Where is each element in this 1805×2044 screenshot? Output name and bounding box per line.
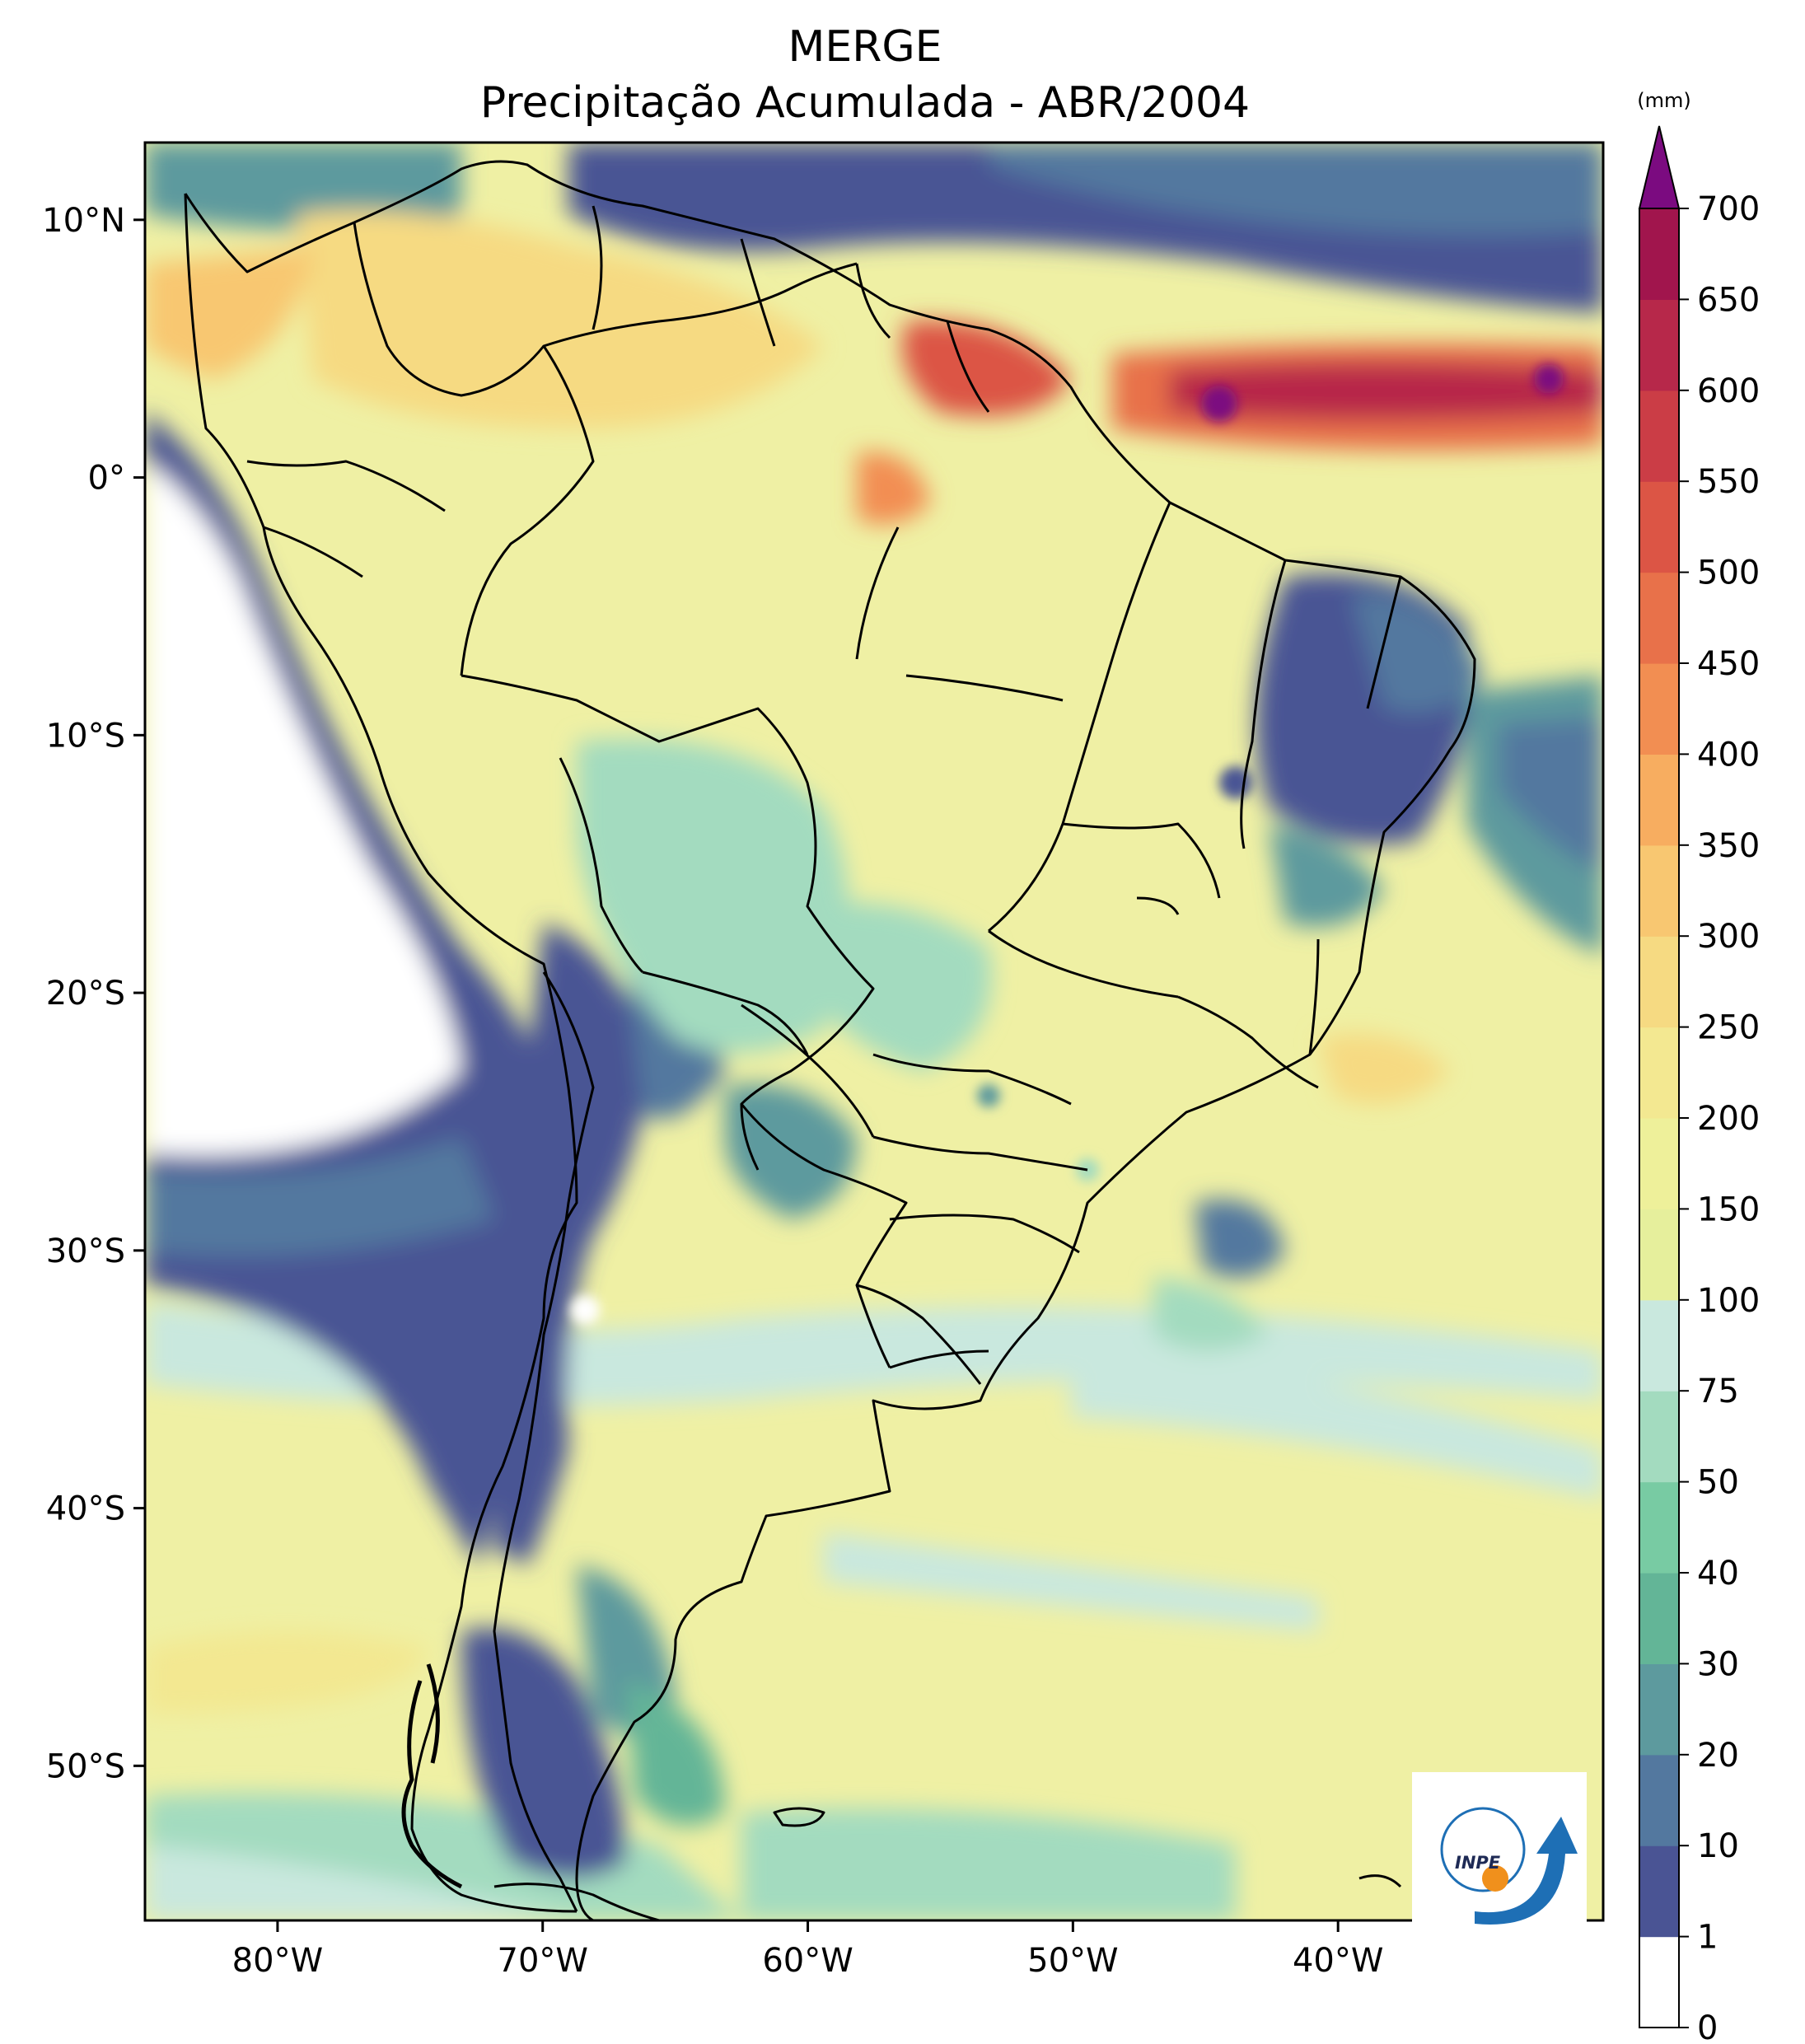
colorbar-band — [1639, 844, 1679, 937]
colorbar-band — [1639, 1936, 1679, 2028]
colorbar-tick-label: 1 — [1697, 1919, 1718, 1957]
lon-tick-label: 40°W — [1293, 1942, 1383, 1980]
lon-tick-label: 70°W — [498, 1942, 588, 1980]
colorbar-band — [1639, 208, 1679, 300]
colorbar-band — [1639, 572, 1679, 664]
colorbar-unit: (mm) — [1637, 89, 1690, 112]
colorbar: (mm) 0 1 10 20 30 40 50 75 100 150 200 250 300 350 400… — [1637, 89, 1760, 2044]
colorbar-band — [1639, 1391, 1679, 1483]
colorbar-extend-arrow — [1638, 125, 1681, 209]
precipitation-field — [145, 143, 1603, 1920]
map-title: MERGE — [788, 22, 942, 72]
colorbar-tick-label: 400 — [1697, 736, 1760, 774]
fjord-coast — [401, 1663, 463, 1889]
colorbar-tick-label: 20 — [1697, 1737, 1739, 1775]
inpe-logo: INPE — [1412, 1772, 1587, 1947]
map-frame — [143, 141, 1605, 1922]
lon-tick-label: 60°W — [762, 1942, 853, 1980]
colorbar-band — [1639, 1027, 1679, 1119]
colorbar-tick-label: 350 — [1697, 827, 1760, 865]
colorbar-tick-label: 150 — [1697, 1190, 1760, 1228]
colorbar-band — [1639, 1209, 1679, 1301]
colorbar-tick-label: 700 — [1697, 190, 1760, 228]
colorbar-tick-label: 40 — [1697, 1555, 1739, 1593]
colorbar-band — [1639, 663, 1679, 755]
colorbar-tick-label: 100 — [1697, 1282, 1760, 1320]
logo-text: INPE — [1455, 1853, 1501, 1873]
colorbar-band — [1639, 936, 1679, 1028]
colorbar-tick-label: 600 — [1697, 372, 1760, 410]
precipitation-map — [145, 143, 1603, 1920]
colorbar-band — [1639, 299, 1679, 391]
colorbar-band — [1639, 1573, 1679, 1664]
colorbar-band — [1639, 390, 1679, 482]
lat-tick-label: 40°S — [46, 1490, 125, 1528]
colorbar-tick-label: 250 — [1697, 1009, 1760, 1047]
colorbar-band — [1639, 1663, 1679, 1756]
longitude-axis: 80°W 70°W 60°W 50°W 40°W — [232, 1920, 1383, 1980]
colorbar-tick-label: 50 — [1697, 1464, 1739, 1502]
lat-tick-label: 10°N — [42, 202, 125, 240]
colorbar-tick-label: 200 — [1697, 1100, 1760, 1138]
colorbar-tick-label: 500 — [1697, 554, 1760, 592]
colorbar-tick-label: 10 — [1697, 1827, 1739, 1865]
coastline-borders — [184, 160, 1476, 1920]
lat-tick-label: 20°S — [46, 975, 125, 1013]
colorbar-band — [1639, 481, 1679, 573]
logo-arrow — [1475, 1817, 1578, 1925]
colorbar-tick-label: 550 — [1697, 463, 1760, 501]
colorbar-band — [1639, 1845, 1679, 1938]
lat-tick-label: 10°S — [46, 717, 125, 755]
logo-ring — [1440, 1807, 1526, 1892]
lon-tick-label: 80°W — [232, 1942, 323, 1980]
lat-tick-label: 50°S — [46, 1747, 125, 1785]
colorbar-band — [1639, 1481, 1679, 1574]
lat-tick-label: 0° — [88, 460, 125, 498]
logo-orange-dot — [1482, 1865, 1508, 1892]
map-subtitle: Precipitação Acumulada - ABR/2004 — [480, 78, 1250, 128]
colorbar-band — [1639, 754, 1679, 846]
colorbar-tick-label: 0 — [1697, 2009, 1718, 2044]
lat-tick-label: 30°S — [46, 1232, 125, 1270]
colorbar-tick-label: 30 — [1697, 1645, 1739, 1683]
latitude-axis: 10°N 0° 10°S 20°S 30°S 40°S 50°S — [42, 202, 145, 1785]
colorbar-band — [1639, 1754, 1679, 1846]
colorbar-tick-label: 450 — [1697, 645, 1760, 683]
colorbar-tick-label: 300 — [1697, 918, 1760, 956]
lon-tick-label: 50°W — [1027, 1942, 1118, 1980]
colorbar-tick-label: 650 — [1697, 281, 1760, 319]
colorbar-band — [1639, 1299, 1679, 1392]
colorbar-tick-label: 75 — [1697, 1373, 1739, 1410]
colorbar-band — [1639, 1118, 1679, 1209]
